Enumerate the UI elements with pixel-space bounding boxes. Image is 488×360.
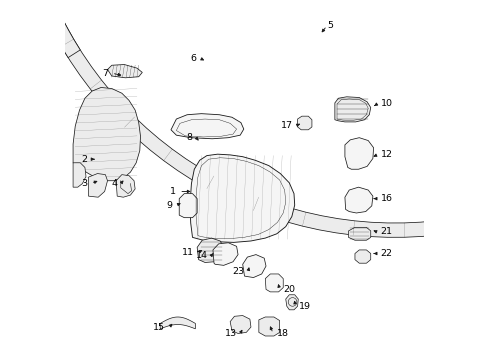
Text: 9: 9 <box>166 201 172 210</box>
Polygon shape <box>116 175 135 197</box>
Polygon shape <box>197 238 223 262</box>
Text: 12: 12 <box>380 150 392 159</box>
Text: 21: 21 <box>380 228 392 237</box>
Polygon shape <box>8 0 80 58</box>
Text: 6: 6 <box>190 54 196 63</box>
Polygon shape <box>334 97 370 122</box>
Polygon shape <box>242 255 265 278</box>
Polygon shape <box>107 64 142 78</box>
Text: 19: 19 <box>298 302 310 311</box>
Polygon shape <box>285 295 298 310</box>
Text: 8: 8 <box>186 133 192 142</box>
Text: 11: 11 <box>182 248 194 257</box>
Text: 16: 16 <box>380 194 392 203</box>
Text: 22: 22 <box>380 249 392 258</box>
Text: 5: 5 <box>327 21 333 30</box>
Text: 7: 7 <box>102 69 108 78</box>
Polygon shape <box>230 316 250 333</box>
Polygon shape <box>73 87 140 181</box>
Polygon shape <box>179 194 197 218</box>
Polygon shape <box>297 116 311 130</box>
Text: 10: 10 <box>380 99 392 108</box>
Text: 23: 23 <box>232 267 244 276</box>
Text: 20: 20 <box>283 285 295 294</box>
Polygon shape <box>73 163 86 187</box>
Polygon shape <box>344 187 372 213</box>
Text: 15: 15 <box>153 323 164 332</box>
Text: 3: 3 <box>81 179 87 188</box>
Text: 4: 4 <box>111 179 117 188</box>
Text: 1: 1 <box>169 187 175 196</box>
Polygon shape <box>354 250 370 263</box>
Polygon shape <box>190 154 294 242</box>
Polygon shape <box>88 174 107 197</box>
Polygon shape <box>344 138 373 169</box>
Polygon shape <box>265 274 283 292</box>
Polygon shape <box>160 317 195 329</box>
Text: 17: 17 <box>280 121 292 130</box>
Text: 18: 18 <box>276 329 288 338</box>
Polygon shape <box>171 114 244 139</box>
Polygon shape <box>348 227 370 240</box>
Polygon shape <box>8 0 455 237</box>
Polygon shape <box>212 243 238 265</box>
Polygon shape <box>258 317 279 336</box>
Text: 14: 14 <box>196 251 207 260</box>
Text: 2: 2 <box>81 155 87 164</box>
Text: 13: 13 <box>224 329 236 338</box>
